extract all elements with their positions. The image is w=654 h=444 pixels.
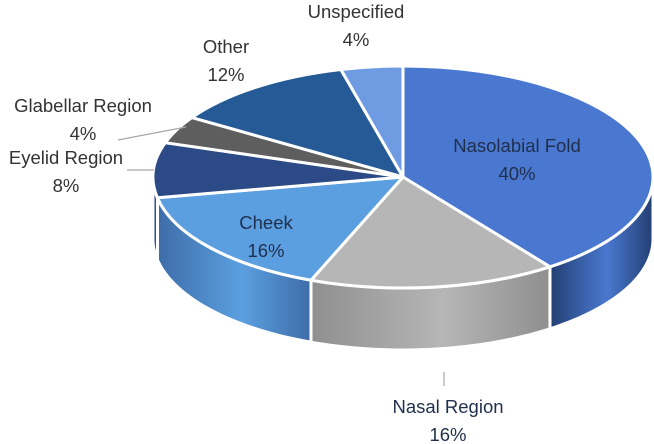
slice-value-cheek: 16% (247, 240, 284, 261)
slice-value-eyelid-region: 8% (53, 175, 80, 196)
slice-value-unspecified: 4% (343, 29, 370, 50)
leader-line-glabellar-region (117, 126, 187, 141)
slice-value-nasolabial-fold: 40% (498, 163, 535, 184)
slice-nasal-region (309, 175, 552, 290)
slice-cheek (155, 175, 405, 282)
pie-slices (151, 64, 654, 290)
slice-nasolabial-fold (401, 64, 654, 269)
slice-label-other: Other (203, 36, 249, 57)
slice-other (190, 67, 405, 179)
slice-label-nasolabial-fold: Nasolabial Fold (453, 135, 581, 156)
slice-value-nasal-region: 16% (429, 424, 466, 444)
slice-label-glabellar-region: Glabellar Region (14, 95, 152, 116)
slice-labels: Nasolabial Fold 40% Nasal Region 16% Cheek 16… (9, 1, 581, 444)
slice-unspecified (339, 64, 405, 179)
slice-label-cheek: Cheek (239, 212, 293, 233)
slice-label-nasal-region: Nasal Region (392, 396, 503, 417)
leader-lines (117, 126, 445, 386)
slice-label-unspecified: Unspecified (308, 1, 405, 22)
slice-label-eyelid-region: Eyelid Region (9, 147, 123, 168)
slice-value-other: 12% (207, 64, 244, 85)
slice-value-glabellar-region: 4% (70, 123, 97, 144)
